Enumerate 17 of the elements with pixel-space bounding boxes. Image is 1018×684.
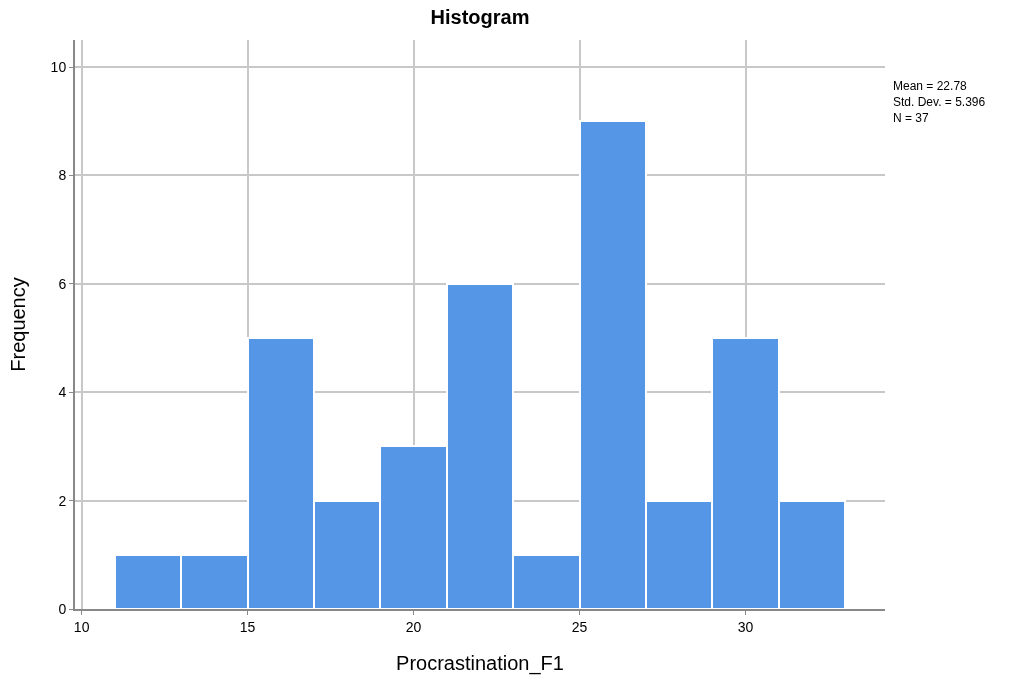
x-axis-title: Procrastination_F1	[396, 651, 564, 675]
y-tick-label: 10	[50, 59, 67, 75]
text: Std. Dev. = 5.396	[893, 95, 986, 109]
y-axis-title: Frequency	[6, 277, 29, 372]
y-tick-label: 6	[58, 275, 67, 292]
y-tick-label: 8	[58, 167, 67, 184]
x-tick-label: 25	[571, 618, 588, 635]
y-tick-label: 0	[58, 600, 67, 617]
chart-title: Histogram	[430, 6, 530, 29]
y-tick-label: 2	[58, 492, 67, 509]
y-tick-label: 4	[58, 384, 67, 401]
x-tick-label: 20	[405, 618, 422, 635]
text: N = 37	[893, 111, 930, 125]
text: Mean = 22.78	[893, 79, 968, 93]
x-tick-label: 10	[73, 618, 90, 635]
x-tick-label: 15	[239, 618, 256, 635]
x-tick-label: 30	[737, 618, 754, 635]
